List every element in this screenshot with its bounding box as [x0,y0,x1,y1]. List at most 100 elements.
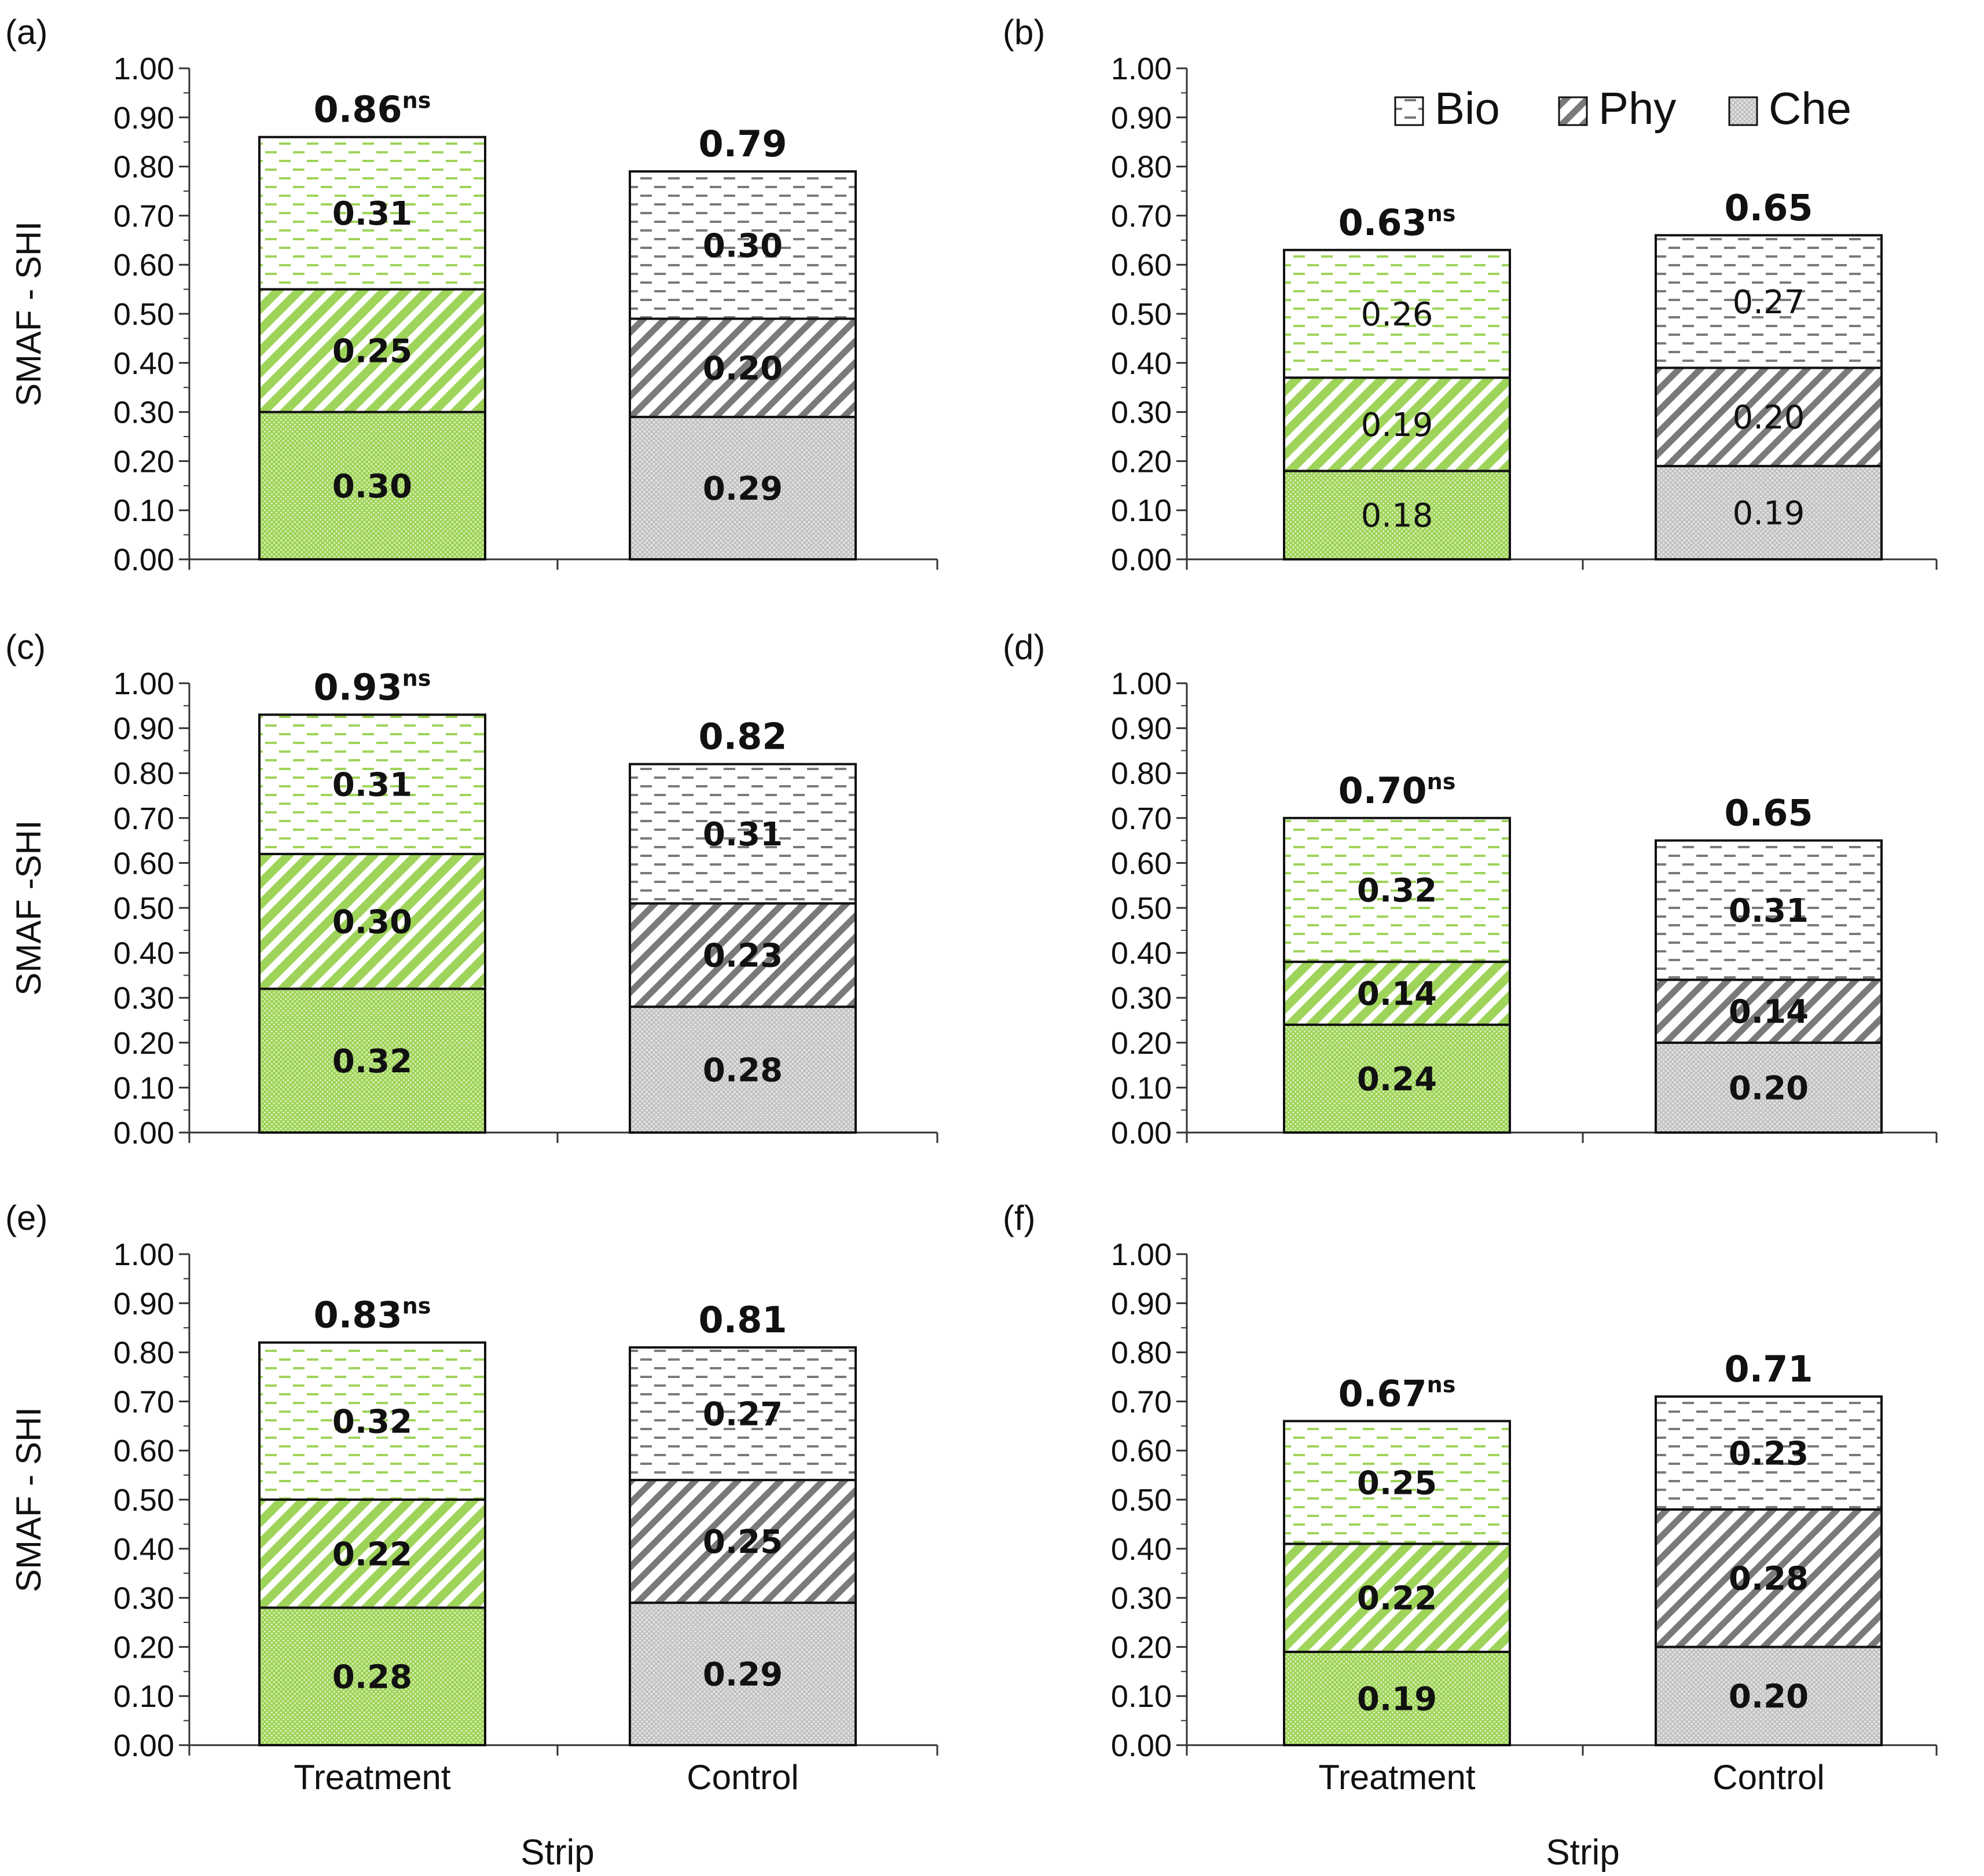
bar-segment-bio [1655,839,1883,981]
y-tick-label: 0.10 [113,1679,174,1714]
y-tick-label: 0.50 [113,1483,174,1518]
bar-segment-bio [629,1346,857,1482]
y-tick-label: 0.20 [1111,444,1172,479]
y-tick-label: 0.20 [113,444,174,479]
y-tick-label: 0.90 [113,712,174,746]
y-tick-label: 0.40 [1111,1532,1172,1567]
panel-label: (d) [1003,628,1045,666]
y-tick-label: 0.80 [1111,1336,1172,1371]
bar-segment-phy [1655,1508,1883,1648]
bar-segment-che [258,1606,486,1747]
y-tick-label: 0.00 [1111,543,1172,577]
bar-segment-phy [258,852,486,990]
segment-value-label: 0.29 [703,470,783,508]
bar-segment-che [629,1005,857,1134]
segment-value-label: 0.14 [1729,993,1809,1031]
legend-swatch-phy [1558,96,1588,126]
segment-value-label: 0.20 [1729,1678,1809,1716]
segment-value-label: 0.24 [1357,1061,1437,1098]
segment-value-label: 0.26 [1361,296,1433,334]
bar-segment-che [629,416,857,561]
y-tick-label: 0.70 [1111,199,1172,233]
y-tick-label: 0.50 [113,297,174,332]
y-tick-label: 1.00 [113,52,174,86]
segment-value-label: 0.20 [1733,399,1805,437]
segment-value-label: 0.29 [703,1656,783,1694]
bar-segment-bio [1283,1420,1511,1545]
bar-segment-che [1655,464,1883,560]
y-tick-label: 0.80 [1111,150,1172,185]
bar-segment-che [1283,470,1511,560]
bar-segment-bio [1655,1395,1883,1511]
segment-value-label: 0.28 [1729,1560,1809,1598]
y-axis-label: SMAF - SHI [9,221,48,406]
legend-swatch-bio [1394,96,1424,126]
total-value-label: 0.79 [699,123,787,165]
y-tick-label: 0.80 [113,150,174,185]
y-tick-label: 0.00 [1111,1728,1172,1763]
y-tick-label: 0.60 [113,1434,174,1468]
panel-label: (e) [5,1199,47,1237]
y-tick-label: 0.50 [113,891,174,926]
bar-segment-bio [1283,816,1511,963]
y-tick-label: 1.00 [1111,1237,1172,1272]
y-tick-label: 0.00 [113,1728,174,1763]
bar-segment-phy [1283,1542,1511,1653]
y-tick-label: 0.20 [113,1026,174,1061]
bar-segment-bio [1283,248,1511,379]
y-tick-label: 0.70 [113,199,174,233]
y-tick-label: 0.30 [113,981,174,1016]
chart-panel-6: 0.00 0.10 0.20 0.30 0.40 0.50 0.60 0.70 0.80 0.90… [1003,1199,1938,1873]
legend-swatch-che [1728,96,1758,126]
panel-label: (c) [5,628,46,666]
legend: Bio Phy Che [1394,83,1851,134]
segment-value-label: 0.32 [1357,872,1437,910]
y-tick-label: 1.00 [1111,52,1172,86]
bar-segment-bio [629,170,857,320]
y-tick-label: 0.70 [113,801,174,836]
panel-label: (b) [1003,13,1045,52]
segment-value-label: 0.32 [332,1403,412,1441]
y-tick-label: 0.10 [113,1071,174,1105]
segment-value-label: 0.30 [332,468,412,505]
bar-segment-che [1283,1023,1511,1134]
bar-segment-che [1655,1646,1883,1746]
y-tick-label: 0.70 [1111,1384,1172,1419]
segment-value-label: 0.19 [1357,1680,1437,1718]
chart-panel-2: 0.00 0.10 0.20 0.30 0.40 0.50 0.60 0.70 0.80 0.90… [1003,13,1938,577]
segment-value-label: 0.31 [703,816,783,853]
y-tick-label: 0.00 [1111,1116,1172,1150]
y-tick-label: 0.10 [1111,493,1172,528]
bar-segment-che [629,1602,857,1747]
bar-segment-che [258,411,486,560]
y-axis-label: SMAF - SHI [9,1407,48,1592]
total-value-label: 0.86ns [314,88,431,131]
total-value-label: 0.81 [699,1299,787,1341]
segment-value-label: 0.14 [1357,975,1437,1013]
y-tick-label: 0.20 [1111,1026,1172,1061]
y-tick-label: 0.80 [113,756,174,791]
segment-value-label: 0.30 [703,227,783,265]
legend-label-che: Che [1769,83,1851,134]
segment-value-label: 0.27 [1733,284,1805,321]
segment-value-label: 0.25 [703,1523,783,1561]
segment-value-label: 0.22 [1357,1580,1437,1618]
bar-segment-bio [629,763,857,905]
y-tick-label: 0.30 [1111,395,1172,430]
segment-value-label: 0.19 [1733,494,1805,532]
y-tick-label: 0.90 [1111,101,1172,135]
segment-value-label: 0.23 [703,937,783,974]
legend-label-bio: Bio [1435,83,1500,134]
bar-segment-bio [258,135,486,291]
total-value-label: 0.70ns [1338,769,1456,812]
x-category-label: Control [1712,1758,1824,1797]
bar-segment-che [258,987,486,1134]
y-tick-label: 0.40 [1111,936,1172,971]
legend-label-phy: Phy [1598,83,1676,134]
segment-value-label: 0.25 [1357,1464,1437,1502]
x-category-label: Treatment [1318,1758,1476,1797]
y-tick-label: 0.00 [113,543,174,577]
segment-value-label: 0.20 [703,350,783,387]
total-value-label: 0.63ns [1338,201,1456,244]
